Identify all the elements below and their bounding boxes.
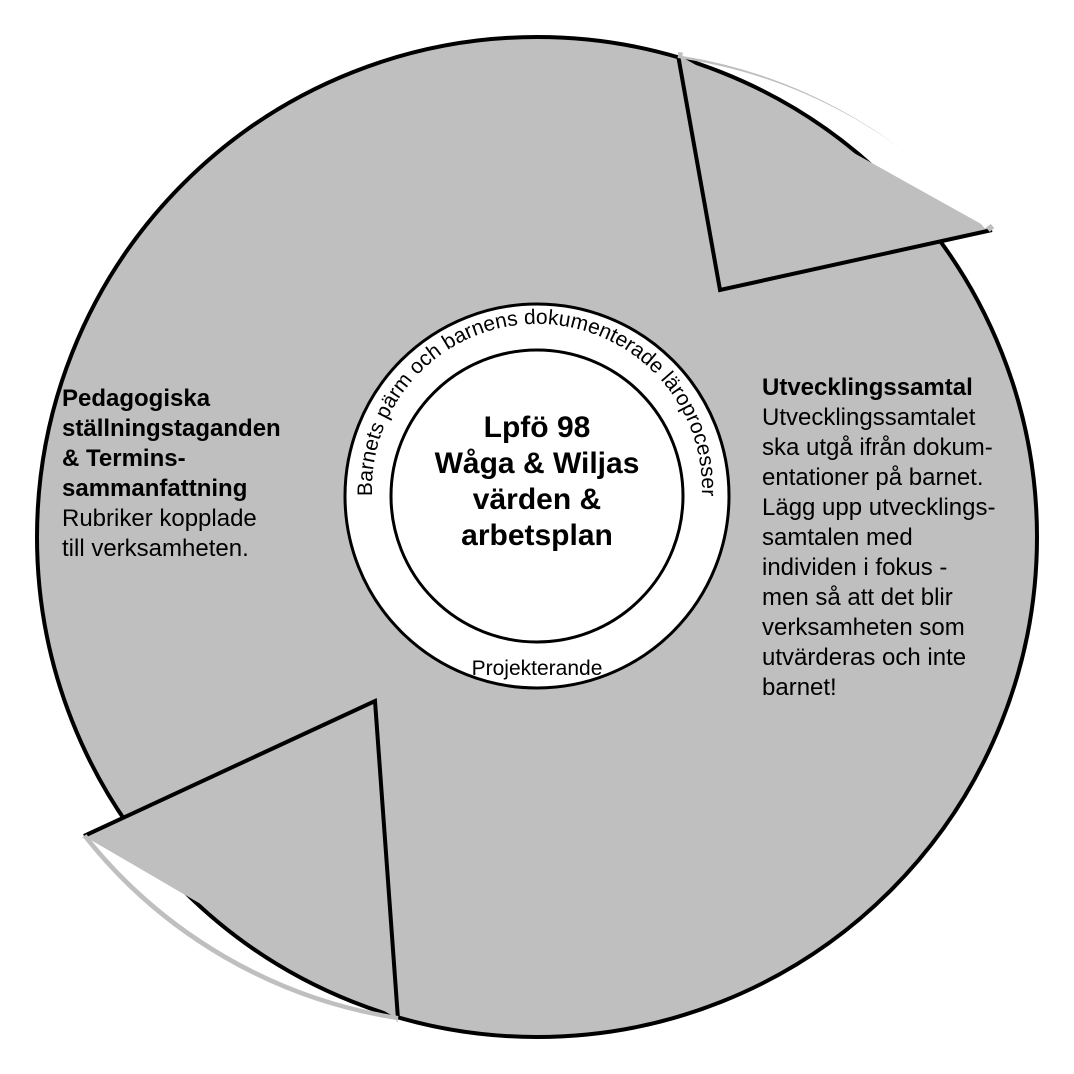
center-line2: Wåga & Wiljas: [407, 446, 667, 482]
left-title-3: & Termins-: [62, 444, 342, 474]
right-body-7: men så att det blir: [762, 583, 1042, 613]
center-line1: Lpfö 98: [407, 410, 667, 446]
right-body-4: Lägg upp utvecklings-: [762, 493, 1042, 523]
ring-bottom-text: Projekterande: [437, 657, 637, 681]
center-line4: arbetsplan: [407, 518, 667, 554]
right-body-1: Utvecklingssamtalet: [762, 403, 1042, 433]
right-body-2: ska utgå ifrån dokum-: [762, 433, 1042, 463]
left-title-4: sammanfattning: [62, 474, 342, 504]
left-title-1: Pedagogiska: [62, 384, 342, 414]
right-body-10: barnet!: [762, 673, 1042, 703]
right-body-8: verksamheten som: [762, 613, 1042, 643]
left-title-2: ställningstaganden: [62, 414, 342, 444]
right-body-5: samtalen med: [762, 523, 1042, 553]
right-body-9: utvärderas och inte: [762, 643, 1042, 673]
center-title: Lpfö 98 Wåga & Wiljas värden & arbetspla…: [407, 410, 667, 554]
left-text-block: Pedagogiska ställningstaganden & Termins…: [62, 384, 342, 564]
center-line3: värden &: [407, 482, 667, 518]
left-body-1: Rubriker kopplade: [62, 504, 342, 534]
right-body-3: entationer på barnet.: [762, 463, 1042, 493]
left-body-2: till verksamheten.: [62, 534, 342, 564]
right-title: Utvecklingssamtal: [762, 373, 1042, 403]
right-text-block: Utvecklingssamtal Utvecklingssamtalet sk…: [762, 373, 1042, 703]
right-body-6: individen i fokus -: [762, 553, 1042, 583]
